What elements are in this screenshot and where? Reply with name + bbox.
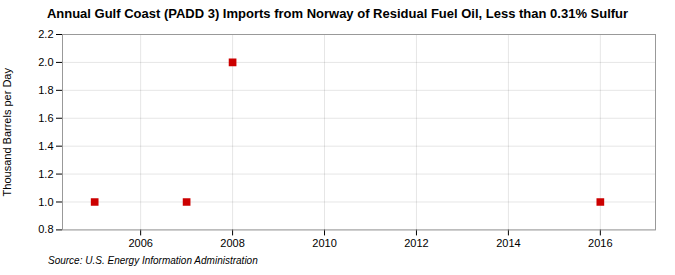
svg-text:2.0: 2.0	[38, 56, 53, 68]
html-text:Annual Gulf Coast (PADD 3) Imp: Annual Gulf Coast (PADD 3) Imports from …	[46, 6, 629, 21]
svg-text:1.6: 1.6	[38, 111, 53, 123]
svg-text:Thousand Barrels per Day: Thousand Barrels per Day	[1, 67, 13, 196]
svg-text:2.2: 2.2	[38, 28, 53, 40]
svg-text:2012: 2012	[404, 236, 428, 248]
svg-text:1.0: 1.0	[38, 195, 53, 207]
svg-text:2010: 2010	[312, 236, 336, 248]
svg-text:1.4: 1.4	[38, 139, 53, 151]
svg-text:2016: 2016	[588, 236, 612, 248]
svg-text:2006: 2006	[128, 236, 152, 248]
svg-text:1.8: 1.8	[38, 83, 53, 95]
html-text:Source: U.S. Energy Informatio: Source: U.S. Energy Information Administ…	[48, 255, 258, 266]
svg-text:1.2: 1.2	[38, 167, 53, 179]
svg-text:0.8: 0.8	[38, 223, 53, 235]
svg-text:2014: 2014	[496, 236, 520, 248]
svg-text:2008: 2008	[220, 236, 244, 248]
